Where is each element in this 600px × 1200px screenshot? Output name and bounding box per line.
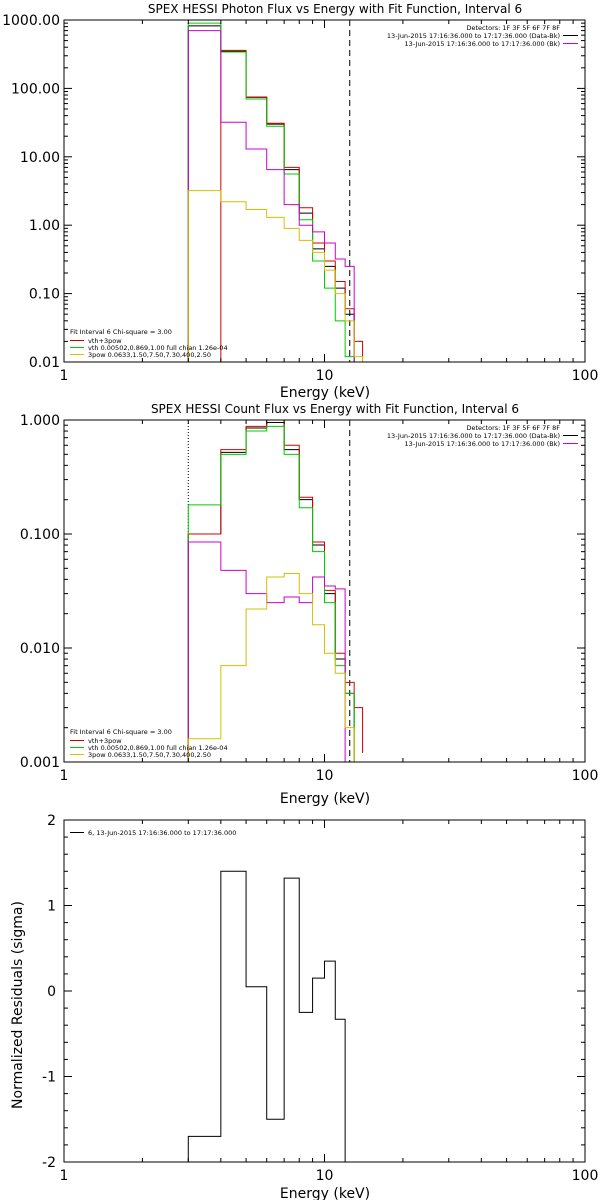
y-tick-label: 2 bbox=[47, 813, 56, 829]
series-vth-line bbox=[187, 22, 355, 362]
x-tick-label: 100 bbox=[572, 368, 599, 384]
legend-3pow: 3pow 0.0633,1.50,7.50,7.30,400,2.50 bbox=[88, 751, 211, 759]
ticks: 1 10 100 0.001 0.010 0.100 1.000 bbox=[20, 413, 598, 784]
series-bpow_alt-line bbox=[187, 190, 364, 362]
x-tick-label: 1 bbox=[60, 368, 69, 384]
photon-flux-title: SPEX HESSI Photon Flux vs Energy with Fi… bbox=[148, 2, 522, 16]
data-layer bbox=[187, 20, 364, 362]
x-tick-label: 100 bbox=[572, 1168, 599, 1184]
count-flux-legend-bottom: Fit Interval 6 Chi-square = 3.00 vth+3po… bbox=[70, 728, 228, 759]
photon-flux-legend-top: Detectors: 1F 3F 5F 6F 7F 8F 13-Jun-2015… bbox=[387, 24, 578, 48]
photon-flux-plot-area: 1 10 100 0.01 0.10 1.00 10.00 100.00 1000.00 bbox=[2, 13, 598, 384]
legend-bk: 13-Jun-2015 17:16:36.000 to 17:17:36.000… bbox=[405, 40, 560, 48]
count-flux-legend-top: Detectors: 1F 3F 5F 6F 7F 8F 13-Jun-2015… bbox=[387, 424, 578, 448]
series-bpow-line bbox=[187, 541, 346, 762]
legend-detectors: Detectors: 1F 3F 5F 6F 7F 8F bbox=[466, 424, 560, 432]
residuals-ylabel: Normalized Residuals (sigma) bbox=[10, 901, 26, 1109]
x-tick-label: 1 bbox=[60, 768, 69, 784]
y-tick-label: 0.01 bbox=[29, 355, 60, 371]
legend-fit-interval: Fit Interval 6 Chi-square = 3.00 bbox=[70, 728, 172, 736]
x-tick-label: 10 bbox=[316, 1168, 334, 1184]
series-total-line bbox=[187, 422, 355, 762]
plot-frame bbox=[63, 19, 586, 363]
legend-fit-model: vth+3pow bbox=[88, 737, 122, 745]
count-flux-plot-area: 1 10 100 0.001 0.010 0.100 1.000 bbox=[20, 413, 598, 784]
photon-flux-legend-bottom: Fit Interval 6 Chi-square = 3.00 vth+3po… bbox=[70, 328, 228, 359]
count-flux-title: SPEX HESSI Count Flux vs Energy with Fit… bbox=[151, 402, 519, 416]
y-tick-label: 1.000 bbox=[20, 413, 60, 429]
legend-data-bk: 13-Jun-2015 17:16:36.000 to 17:17:36.000… bbox=[387, 432, 560, 440]
x-tick-label: 1 bbox=[60, 1168, 69, 1184]
residuals-panel: 1 10 100 -2 -1 0 1 2 6, 13-Jun-2015 17:16:36.00… bbox=[10, 813, 598, 1200]
legend-detectors: Detectors: 1F 3F 5F 6F 7F 8F bbox=[466, 24, 560, 32]
count-flux-xlabel: Energy (keV) bbox=[280, 791, 370, 807]
residuals-legend-text: 6, 13-Jun-2015 17:16:36.000 to 17:17:36.… bbox=[88, 829, 236, 837]
series-total-line bbox=[187, 870, 346, 1162]
legend-3pow: 3pow 0.0633,1.50,7.50,7.30,400,2.50 bbox=[88, 351, 211, 359]
legend-fit-model: vth+3pow bbox=[88, 337, 122, 345]
data-layer bbox=[187, 870, 346, 1162]
legend-vth: vth 0.00502,0.869,1.00 full chian 1.26e-… bbox=[88, 344, 228, 352]
count-flux-panel: SPEX HESSI Count Flux vs Energy with Fit… bbox=[20, 402, 598, 807]
photon-flux-panel: SPEX HESSI Photon Flux vs Energy with Fi… bbox=[2, 2, 598, 401]
series-vth-line bbox=[187, 425, 355, 762]
y-tick-label: -2 bbox=[42, 1155, 56, 1171]
ticks: 1 10 100 0.01 0.10 1.00 10.00 100.00 1000.00 bbox=[2, 13, 598, 384]
residuals-plot-area: 1 10 100 -2 -1 0 1 2 bbox=[42, 813, 598, 1184]
legend-bk: 13-Jun-2015 17:16:36.000 to 17:17:36.000… bbox=[405, 440, 560, 448]
series-fit_total-line bbox=[187, 420, 364, 762]
y-tick-label: 0.001 bbox=[20, 755, 60, 771]
legend-vth: vth 0.00502,0.869,1.00 full chian 1.26e-… bbox=[88, 744, 228, 752]
legend-data-bk: 13-Jun-2015 17:16:36.000 to 17:17:36.000… bbox=[387, 32, 560, 40]
y-tick-label: 0.010 bbox=[20, 641, 60, 657]
data-layer bbox=[187, 420, 364, 762]
ticks: 1 10 100 -2 -1 0 1 2 bbox=[42, 813, 598, 1184]
y-tick-label: 10.00 bbox=[20, 150, 60, 166]
residuals-xlabel: Energy (keV) bbox=[280, 1186, 370, 1200]
y-tick-label: 1 bbox=[47, 899, 56, 915]
plot-frame bbox=[63, 819, 586, 1163]
photon-flux-xlabel: Energy (keV) bbox=[280, 385, 370, 401]
y-tick-label: 1.00 bbox=[29, 218, 60, 234]
legend-fit-interval: Fit Interval 6 Chi-square = 3.00 bbox=[70, 328, 172, 336]
y-tick-label: 0.10 bbox=[29, 287, 60, 303]
series-fit_total-line bbox=[220, 49, 364, 362]
series-total-line bbox=[187, 25, 355, 362]
series-bpow_alt-line bbox=[187, 573, 364, 762]
y-tick-label: 0.100 bbox=[20, 527, 60, 543]
x-tick-label: 100 bbox=[572, 768, 599, 784]
y-tick-label: -1 bbox=[42, 1070, 56, 1086]
y-tick-label: 100.00 bbox=[11, 81, 60, 97]
residuals-legend: 6, 13-Jun-2015 17:16:36.000 to 17:17:36.… bbox=[70, 829, 236, 837]
x-tick-label: 10 bbox=[316, 368, 334, 384]
x-tick-label: 10 bbox=[316, 768, 334, 784]
y-tick-label: 0 bbox=[47, 984, 56, 1000]
y-tick-label: 1000.00 bbox=[2, 13, 60, 29]
series-bpow-line bbox=[187, 30, 355, 362]
